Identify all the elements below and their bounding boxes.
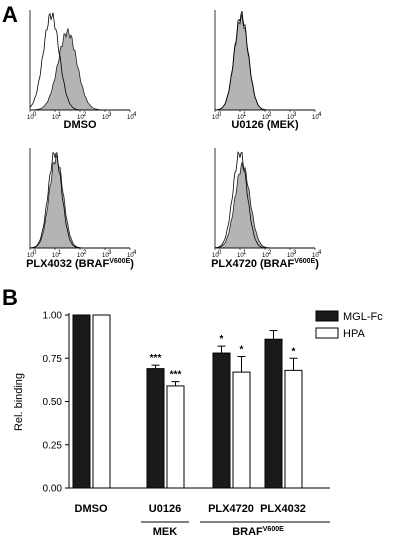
x-tick-exponent: 1 [58, 112, 62, 118]
significance-marker: *** [150, 353, 162, 364]
x-tick-label: 10 [312, 115, 319, 121]
x-tick-exponent: 0 [33, 250, 37, 256]
y-tick-label: 1.00 [43, 311, 63, 322]
y-tick-label: 0.00 [43, 484, 63, 495]
histogram-title: PLX4032 (BRAFV600E) [26, 258, 134, 270]
group-label-mek: MEK [153, 526, 178, 538]
category-label: U0126 [149, 503, 181, 515]
y-tick-label: 0.75 [43, 354, 63, 365]
x-tick-label: 10 [262, 115, 269, 121]
x-tick-label: 10 [127, 115, 134, 121]
x-tick-exponent: 3 [293, 250, 297, 256]
x-tick-label: 10 [127, 253, 134, 259]
x-tick-exponent: 2 [268, 250, 272, 256]
x-tick-label: 10 [312, 253, 319, 259]
panel-a-label: A [2, 2, 18, 27]
filled-histogram [214, 14, 315, 111]
filled-histogram [214, 162, 315, 249]
histogram-title: U0126 (MEK) [231, 119, 299, 131]
significance-marker: *** [170, 370, 182, 381]
x-tick-label: 10 [212, 115, 219, 121]
x-tick-label: 10 [27, 253, 34, 259]
x-tick-label: 10 [262, 253, 269, 259]
bar-mgl-fc-plx4032 [264, 338, 283, 489]
significance-marker: * [292, 346, 296, 357]
significance-marker: * [240, 345, 244, 356]
x-tick-exponent: 4 [133, 250, 137, 256]
x-tick-exponent: 4 [318, 112, 322, 118]
category-label: DMSO [75, 503, 108, 515]
filled-histogram [29, 154, 130, 249]
x-tick-exponent: 0 [218, 250, 222, 256]
x-tick-exponent: 1 [243, 112, 247, 118]
histogram-title: PLX4720 (BRAFV600E) [211, 258, 319, 270]
x-tick-label: 10 [237, 253, 244, 259]
x-tick-exponent: 4 [133, 112, 137, 118]
x-tick-exponent: 0 [218, 112, 222, 118]
legend-swatch-mgl-fc [315, 310, 339, 322]
x-tick-label: 10 [212, 253, 219, 259]
significance-marker: * [220, 334, 224, 345]
bar-hpa-plx4032 [284, 369, 303, 489]
x-tick-exponent: 3 [108, 250, 112, 256]
histogram-title: DMSO [64, 119, 97, 131]
x-tick-label: 10 [287, 253, 294, 259]
group-label-braf: BRAFV600E [232, 526, 284, 538]
bar-hpa-plx4720 [232, 371, 251, 489]
bar-mgl-fc-plx4720 [212, 352, 231, 489]
x-tick-label: 10 [52, 115, 59, 121]
x-tick-exponent: 4 [318, 250, 322, 256]
panel-b-label: B [2, 285, 18, 310]
y-axis-label: Rel. binding [13, 373, 25, 431]
x-tick-label: 10 [77, 115, 84, 121]
x-tick-label: 10 [102, 253, 109, 259]
x-tick-exponent: 2 [83, 112, 87, 118]
x-tick-exponent: 2 [268, 112, 272, 118]
x-tick-exponent: 2 [83, 250, 87, 256]
bar-hpa-dmso [92, 314, 111, 489]
x-tick-label: 10 [287, 115, 294, 121]
x-tick-exponent: 0 [33, 112, 37, 118]
legend-swatch-hpa [315, 327, 339, 339]
category-label: PLX4720 [208, 503, 254, 515]
x-tick-exponent: 1 [58, 250, 62, 256]
x-tick-exponent: 1 [243, 250, 247, 256]
bar-mgl-fc-u0126 [146, 368, 165, 489]
x-tick-label: 10 [237, 115, 244, 121]
x-tick-label: 10 [102, 115, 109, 121]
y-tick-label: 0.25 [43, 440, 63, 451]
x-tick-label: 10 [77, 253, 84, 259]
x-tick-label: 10 [52, 253, 59, 259]
x-tick-label: 10 [27, 115, 34, 121]
y-tick-label: 0.50 [43, 397, 63, 408]
category-label: PLX4032 [260, 503, 306, 515]
x-tick-exponent: 3 [293, 112, 297, 118]
legend-label-hpa: HPA [343, 328, 365, 340]
bar-mgl-fc-dmso [72, 314, 91, 489]
legend-label-mgl-fc: MGL-Fc [343, 311, 383, 323]
bar-hpa-u0126 [166, 385, 185, 489]
x-tick-exponent: 3 [108, 112, 112, 118]
